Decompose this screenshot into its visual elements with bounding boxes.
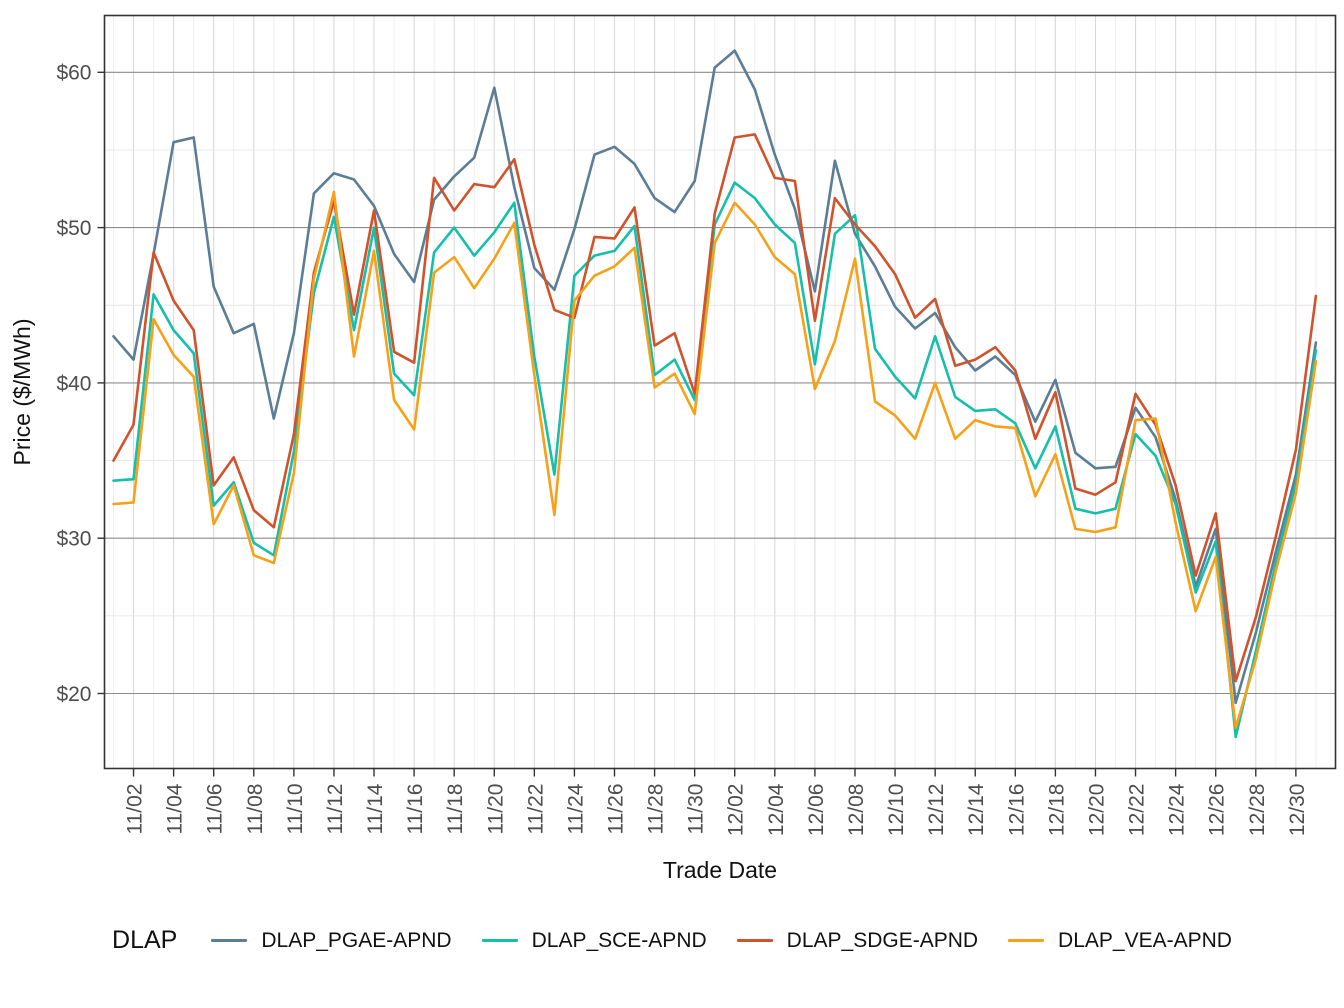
chart-legend: DLAP DLAP_PGAE-APND DLAP_SCE-APND DLAP_SDG… bbox=[0, 926, 1344, 955]
y-tick-label: $60 bbox=[56, 62, 91, 85]
x-tick-label: 12/12 bbox=[925, 784, 948, 837]
legend-label: DLAP_VEA-APND bbox=[1058, 928, 1232, 952]
legend-item-DLAP_SCE-APND: DLAP_SCE-APND bbox=[481, 928, 707, 953]
x-tick-label: 11/30 bbox=[685, 784, 708, 835]
legend-item-DLAP_SDGE-APND: DLAP_SDGE-APND bbox=[736, 928, 979, 953]
x-tick-label: 11/06 bbox=[204, 784, 227, 835]
x-tick-label: 12/06 bbox=[805, 784, 828, 837]
x-tick-label: 11/28 bbox=[645, 784, 668, 835]
x-axis-title: Trade Date bbox=[663, 857, 777, 883]
x-tick-label: 12/16 bbox=[1005, 784, 1028, 837]
x-tick-label: 12/20 bbox=[1085, 784, 1108, 837]
x-tick-label: 12/08 bbox=[845, 784, 868, 837]
legend-key-DLAP_PGAE-APND bbox=[211, 938, 248, 943]
legend-label: DLAP_SCE-APND bbox=[531, 928, 707, 952]
x-tick-label: 11/08 bbox=[244, 784, 267, 835]
x-tick-label: 11/14 bbox=[364, 783, 387, 834]
x-tick-label: 12/26 bbox=[1206, 784, 1229, 837]
x-tick-label: 12/04 bbox=[765, 783, 788, 836]
chart-panel bbox=[104, 15, 1336, 769]
line-DLAP_PGAE-APND bbox=[112, 49, 1318, 705]
x-tick-label: 12/02 bbox=[725, 784, 748, 837]
x-tick-label: 12/24 bbox=[1166, 783, 1189, 836]
x-tick-label: 11/12 bbox=[324, 784, 347, 835]
x-tick-label: 12/22 bbox=[1126, 784, 1149, 837]
x-tick-label: 12/18 bbox=[1045, 784, 1068, 837]
x-tick-label: 12/10 bbox=[885, 784, 908, 837]
legend-label: DLAP_SDGE-APND bbox=[786, 928, 979, 952]
x-tick-label: 12/14 bbox=[965, 783, 988, 836]
x-tick-label: 11/20 bbox=[484, 784, 507, 835]
x-tick-label: 11/02 bbox=[124, 784, 147, 835]
x-tick-label: 11/24 bbox=[564, 783, 587, 834]
y-tick-label: $50 bbox=[56, 217, 91, 240]
legend-item-DLAP_VEA-APND: DLAP_VEA-APND bbox=[1008, 929, 1232, 953]
x-tick-label: 11/18 bbox=[444, 784, 467, 835]
legend-key-DLAP_SDGE-APND bbox=[736, 938, 773, 943]
x-tick-label: 11/22 bbox=[524, 784, 547, 835]
line-DLAP_VEA-APND bbox=[112, 190, 1318, 730]
x-tick-label: 12/28 bbox=[1246, 784, 1269, 837]
x-tick-label: 11/26 bbox=[605, 784, 628, 835]
x-tick-label: 11/16 bbox=[404, 784, 427, 835]
legend-key-DLAP_SCE-APND bbox=[481, 938, 518, 943]
x-tick-label: 11/10 bbox=[284, 784, 307, 835]
y-tick-label: $30 bbox=[56, 528, 91, 551]
x-tick-label: 11/04 bbox=[164, 783, 187, 834]
legend-item-DLAP_PGAE-APND: DLAP_PGAE-APND bbox=[211, 928, 452, 953]
x-tick-label: 12/30 bbox=[1286, 784, 1309, 837]
legend-key-DLAP_VEA-APND bbox=[1008, 938, 1045, 943]
legend-title: DLAP bbox=[112, 926, 178, 954]
y-axis-title: Price ($/MWh) bbox=[9, 319, 35, 466]
line-DLAP_SDGE-APND bbox=[112, 133, 1318, 683]
legend-label: DLAP_PGAE-APND bbox=[261, 928, 452, 952]
y-tick-label: $40 bbox=[56, 372, 91, 395]
panel-border bbox=[103, 14, 1337, 770]
y-tick-label: $20 bbox=[56, 683, 91, 706]
